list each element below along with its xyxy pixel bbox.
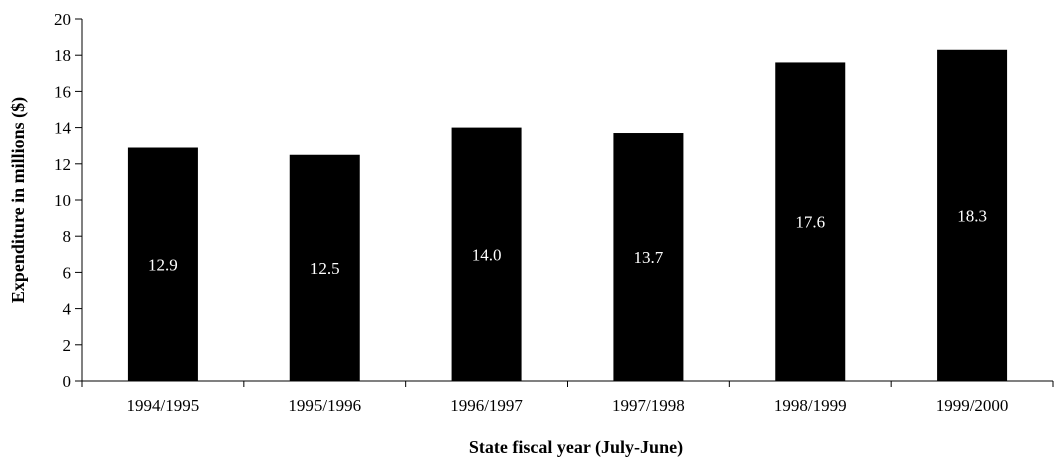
y-tick-label: 14	[54, 119, 72, 138]
y-tick-label: 18	[54, 46, 71, 65]
y-tick-label: 10	[54, 191, 71, 210]
x-tick-label: 1995/1996	[288, 396, 361, 415]
y-tick-label: 8	[63, 227, 72, 246]
bar-value-label: 17.6	[795, 213, 825, 232]
bar	[937, 49, 1008, 382]
x-tick-label: 1994/1995	[127, 396, 200, 415]
bar	[127, 147, 198, 381]
x-tick-label: 1996/1997	[450, 396, 523, 415]
x-tick-label: 1998/1999	[774, 396, 847, 415]
bar-value-label: 12.9	[148, 255, 178, 274]
y-tick-label: 2	[63, 336, 72, 355]
y-axis-title: Expenditure in millions ($)	[8, 97, 29, 303]
bar	[289, 154, 360, 381]
bars: 12.9 12.5 14.0 13.7 17.6 18.3	[127, 49, 1008, 382]
y-axis: 0 2 4 6 8 10 12 14 16 18 20	[54, 10, 83, 391]
x-tick-label: 1997/1998	[612, 396, 685, 415]
y-tick-label: 0	[63, 372, 72, 391]
y-tick-label: 20	[54, 10, 71, 29]
bar	[775, 62, 846, 381]
x-tick-label: 1999/2000	[936, 396, 1009, 415]
bar-value-label: 14.0	[472, 245, 502, 264]
y-tick-label: 4	[63, 300, 72, 319]
bar-value-label: 13.7	[634, 248, 664, 267]
y-tick-label: 12	[54, 155, 71, 174]
x-axis: 1994/1995 1995/1996 1996/1997 1997/1998 1998…	[81, 380, 1054, 415]
y-tick-label: 16	[54, 82, 71, 101]
y-tick-label: 6	[63, 263, 72, 282]
bar	[613, 133, 684, 381]
bar-value-label: 18.3	[957, 206, 987, 225]
bar	[451, 127, 522, 381]
x-axis-title: State fiscal year (July-June)	[469, 437, 683, 458]
bar-value-label: 12.5	[310, 259, 340, 278]
